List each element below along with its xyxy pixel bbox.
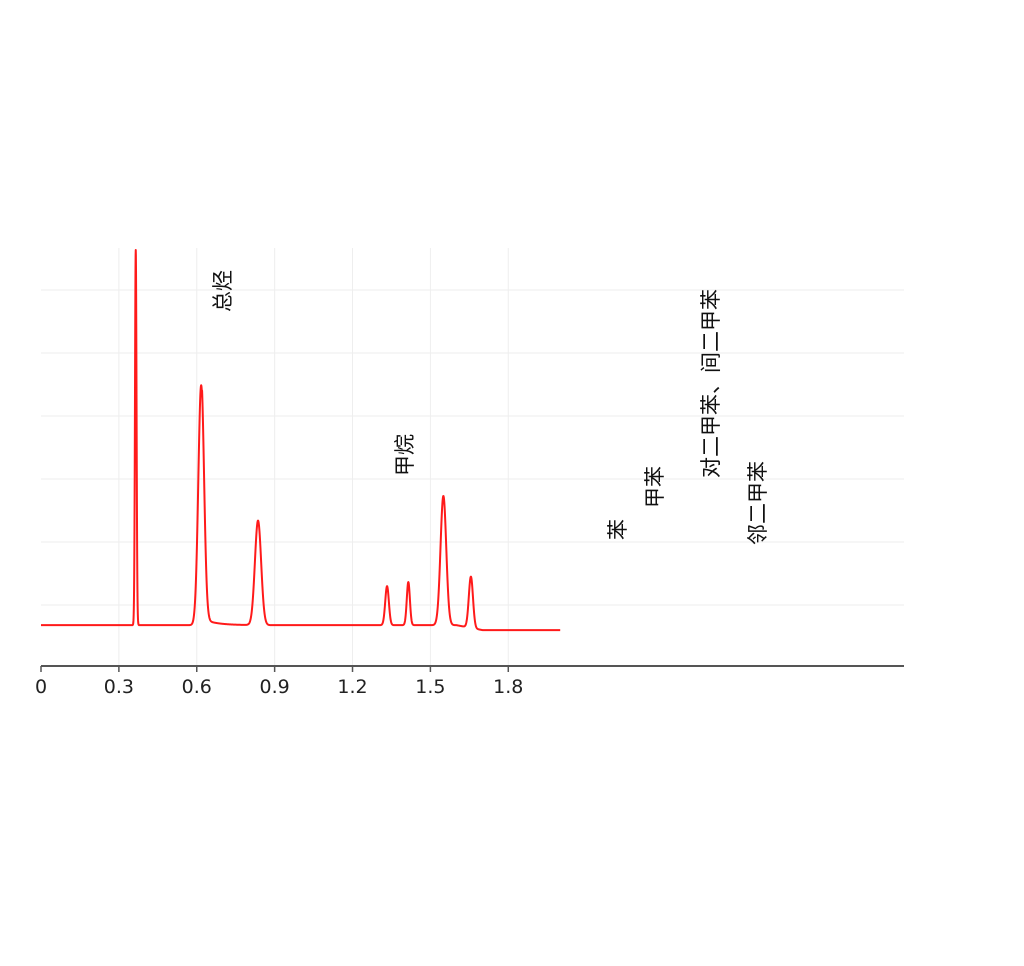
series-layer — [40, 249, 562, 632]
peak-label: 对二甲苯、间二甲苯 — [699, 289, 723, 478]
x-tick-label: 0.3 — [104, 676, 134, 698]
peak-label: 总烃 — [211, 270, 235, 312]
x-axis: 0 0.3 0.6 0.9 1.2 1.5 1.8 — [35, 665, 904, 698]
peak-label: 邻二甲苯 — [746, 461, 770, 545]
peak-label: 甲苯 — [643, 466, 667, 508]
chromatogram-line — [40, 249, 562, 632]
x-tick-label: 1.8 — [493, 676, 523, 698]
x-tick-label: 0.6 — [182, 676, 212, 698]
x-tick-label: 0.9 — [260, 676, 290, 698]
peak-label: 苯 — [606, 519, 630, 540]
peak-label: 甲烷 — [393, 434, 417, 476]
x-tick-label: 1.5 — [415, 676, 445, 698]
grid-layer — [41, 248, 904, 666]
x-tick-label: 0 — [35, 676, 47, 698]
x-tick-label: 1.2 — [337, 676, 367, 698]
